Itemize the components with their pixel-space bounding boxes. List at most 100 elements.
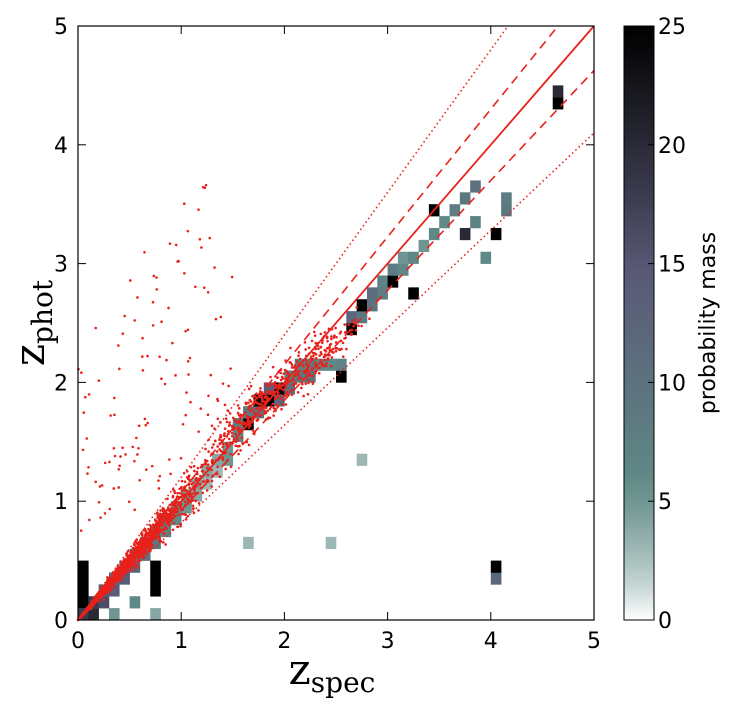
scatter-point (187, 373, 190, 376)
scatter-point (197, 501, 201, 505)
heatmap-cell (305, 358, 316, 371)
scatter-point (179, 524, 182, 528)
scatter-point (313, 363, 317, 366)
scatter-point (243, 422, 247, 426)
scatter-point (306, 392, 310, 396)
scatter-point (300, 386, 303, 390)
scatter-point (276, 391, 280, 394)
scatter-point (345, 347, 348, 351)
scatter-point (199, 474, 202, 478)
scatter-point (97, 500, 101, 504)
scatter-point (183, 272, 186, 275)
colorbar-gradient (623, 25, 655, 621)
scatter-point (156, 516, 160, 520)
scatter-point (210, 479, 214, 483)
scatter-point (167, 522, 171, 526)
scatter-point (289, 346, 292, 350)
heatmap-cell (501, 204, 512, 217)
scatter-point (148, 523, 151, 527)
heatmap-cell (78, 584, 89, 597)
scatter-point (289, 361, 293, 365)
scatter-point (101, 595, 104, 598)
scatter-point (248, 415, 252, 419)
scatter-point (323, 358, 327, 362)
scatter-point (211, 459, 214, 462)
scatter-point (229, 452, 232, 456)
heatmap-cell (181, 501, 192, 514)
scatter-point (128, 279, 132, 282)
scatter-point (268, 407, 272, 411)
scatter-point (210, 485, 213, 488)
scatter-point (141, 539, 145, 542)
scatter-point (148, 532, 152, 536)
scatter-point (179, 456, 183, 460)
scatter-point (298, 369, 301, 373)
scatter-point (133, 459, 136, 463)
scatter-point (290, 366, 294, 369)
scatter-point (325, 336, 329, 339)
scatter-point (335, 346, 338, 350)
scatter-point (204, 447, 207, 451)
scatter-point (286, 392, 289, 395)
heatmap-cell (377, 287, 388, 300)
scatter-point (304, 348, 307, 351)
scatter-point (219, 433, 222, 437)
scatter-point (150, 464, 154, 468)
scatter-point (133, 508, 137, 512)
scatter-point (159, 509, 162, 512)
scatter-point (308, 374, 312, 377)
scatter-point (142, 529, 146, 532)
scatter-point (224, 451, 228, 454)
x-tick-label: 4 (484, 629, 498, 654)
scatter-point (187, 474, 191, 477)
scatter-point (108, 507, 112, 511)
scatter-point (240, 421, 243, 425)
scatter-point (164, 543, 167, 546)
scatter-point (223, 427, 227, 431)
scatter-point (312, 354, 315, 358)
heatmap-cell (150, 536, 161, 550)
scatter-point (297, 374, 300, 377)
scatter-point (196, 466, 200, 470)
scatter-point (296, 372, 300, 375)
scatter-point (323, 331, 327, 334)
heatmap-cell (459, 227, 471, 241)
plot-frame (77, 25, 595, 621)
scatter-point (207, 450, 210, 453)
scatter-point (307, 381, 310, 385)
scatter-point (218, 475, 222, 478)
scatter-point (313, 334, 317, 337)
heatmap-cell (397, 263, 409, 276)
scatter-point (141, 536, 145, 540)
scatter-point (160, 320, 163, 324)
scatter-point (185, 497, 189, 500)
scatter-point (167, 306, 170, 310)
scatter-point (174, 509, 177, 513)
scatter-point (190, 482, 193, 486)
scatter-point (144, 530, 148, 533)
scatter-point (265, 406, 268, 409)
scatter-point (111, 574, 114, 578)
heatmap-cell (336, 370, 347, 383)
y-axis-label-main: z (5, 344, 54, 366)
scatter-point (207, 394, 210, 398)
scatter-point (148, 539, 151, 543)
heatmap-cell (88, 608, 99, 621)
heatmap-cell (387, 263, 399, 276)
scatter-point (298, 376, 302, 379)
scatter-point (258, 405, 261, 409)
colorbar-tick-label: 10 (658, 371, 686, 396)
scatter-point (290, 393, 294, 396)
scatter-point (218, 438, 221, 441)
scatter-point (132, 543, 136, 546)
heatmap-cell (397, 251, 409, 264)
x-tick-label: 2 (277, 629, 291, 654)
heatmap-cell (408, 251, 419, 264)
heatmap-cell (129, 596, 141, 609)
scatter-point (181, 422, 185, 426)
scatter-point (236, 425, 240, 429)
scatter-point (141, 336, 144, 340)
heatmap-cell (428, 227, 440, 241)
scatter-point (269, 390, 273, 394)
scatter-point (324, 364, 328, 368)
